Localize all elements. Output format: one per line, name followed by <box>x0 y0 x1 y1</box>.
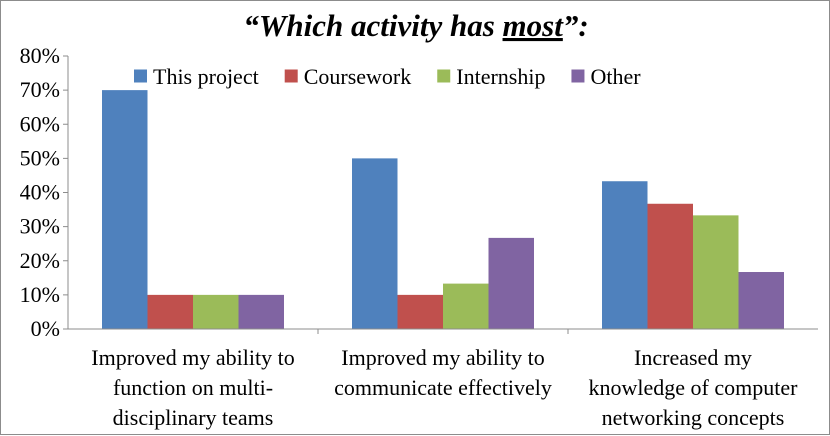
legend-label: Internship <box>456 64 545 89</box>
bar-coursework <box>147 294 193 329</box>
bar-internship <box>193 294 239 329</box>
legend-label: This project <box>153 64 259 89</box>
legend-swatch <box>571 69 585 83</box>
x-axis: Improved my ability to function on multi-… <box>68 328 818 430</box>
x-category-label: knowledge of computer <box>589 375 799 400</box>
x-category-label: communicate effectively <box>334 375 552 400</box>
y-tick-label: 50% <box>20 145 60 170</box>
bar-this-project <box>102 90 148 329</box>
legend-swatch <box>134 69 147 83</box>
x-category-label: Increased my <box>634 345 752 370</box>
bars-group <box>102 90 784 329</box>
legend-label: Other <box>590 64 641 89</box>
bar-internship <box>693 215 739 329</box>
x-category-label: function on multi- <box>113 375 273 400</box>
bar-other <box>238 294 284 329</box>
y-tick-label: 10% <box>20 282 60 307</box>
x-category-label: disciplinary teams <box>113 405 274 430</box>
legend-swatch <box>437 69 451 83</box>
chart-title-emphasis: most <box>503 8 565 43</box>
bar-coursework <box>397 294 443 329</box>
y-tick-label: 30% <box>20 214 60 239</box>
x-category-label: Improved my ability to <box>91 345 294 370</box>
y-tick-label: 20% <box>20 248 60 273</box>
bar-internship <box>443 283 489 329</box>
y-tick-label: 80% <box>20 43 60 68</box>
legend: This project Coursework Internship Other <box>134 64 641 89</box>
y-tick-label: 70% <box>20 77 60 102</box>
x-category-label: Improved my ability to <box>341 345 544 370</box>
y-axis: 0% 10% 20% 30% 40% 50% 60% 70% 80% <box>20 43 69 341</box>
legend-swatch <box>284 69 298 83</box>
y-tick-label: 40% <box>20 180 60 205</box>
y-tick-label: 60% <box>20 111 60 136</box>
bar-this-project <box>602 181 648 329</box>
chart-title-prefix: “Which activity has <box>243 8 502 43</box>
y-tick-label: 0% <box>31 316 60 341</box>
legend-label: Coursework <box>304 64 412 89</box>
chart-title: “Which activity has most”: <box>243 8 588 43</box>
bar-other <box>488 237 534 329</box>
x-category-label: networking concepts <box>602 405 785 430</box>
bar-other <box>738 272 784 329</box>
bar-coursework <box>647 203 693 329</box>
chart-title-suffix: ”: <box>563 8 589 43</box>
bar-this-project <box>352 158 398 329</box>
